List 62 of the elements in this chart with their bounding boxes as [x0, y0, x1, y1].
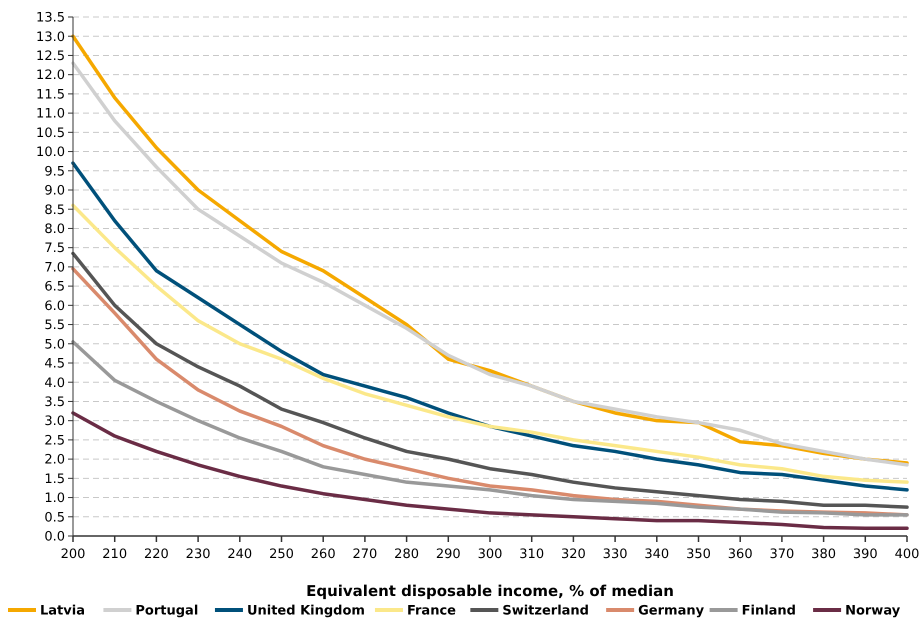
x-tick-label: 280 [394, 547, 420, 562]
x-tick-label: 360 [728, 547, 753, 562]
y-tick-label: 10.5 [36, 126, 65, 141]
line-series [71, 161, 909, 492]
y-tick-label: 0.0 [44, 530, 65, 545]
y-tick-label: 13.0 [36, 30, 65, 45]
y-tick-label: 12.0 [36, 68, 65, 84]
x-tick-label: 330 [602, 547, 628, 562]
y-tick-label: 6.0 [44, 298, 65, 314]
y-tick-label: 3.0 [44, 414, 65, 430]
y-tick-label: 10.0 [36, 145, 65, 160]
x-tick-label: 320 [560, 547, 586, 562]
y-tick-label: 0.5 [44, 510, 65, 526]
y-tick-label: 2.0 [44, 452, 65, 468]
legend-label: Portugal [135, 604, 198, 619]
y-tick-label: 2.5 [44, 433, 65, 448]
x-tick-label: 290 [436, 547, 461, 562]
y-tick-label: 11.5 [36, 87, 65, 102]
x-tick-label: 200 [60, 547, 86, 562]
y-tick-label: 3.5 [44, 394, 65, 410]
y-tick-label: 1.5 [44, 472, 65, 487]
y-tick-label: 9.5 [44, 164, 65, 180]
x-tick-label: 350 [686, 547, 711, 562]
legend-label: Finland [742, 604, 796, 619]
y-tick-label: 7.5 [44, 241, 65, 256]
x-axis-title: Equivalent disposable income, % of median [306, 582, 674, 600]
line-series [71, 411, 909, 530]
x-tick-label: 310 [519, 547, 544, 562]
legend-label: France [406, 604, 456, 619]
y-tick-label: 12.5 [36, 48, 65, 64]
x-tick-label: 370 [769, 547, 794, 562]
x-tick-label: 220 [144, 547, 169, 562]
y-tick-label: 5.5 [44, 318, 65, 334]
y-tick-label: 8.0 [44, 222, 65, 237]
y-tick-label: 8.5 [44, 202, 65, 218]
y-tick-label: 4.5 [44, 356, 65, 372]
x-tick-label: 250 [269, 547, 294, 562]
x-tick-label: 230 [186, 547, 211, 562]
legend-label: United Kingdom [246, 604, 365, 619]
x-tick-label: 390 [852, 547, 878, 562]
y-tick-label: 13.5 [36, 10, 65, 26]
y-tick-label: 9.0 [44, 184, 65, 199]
y-tick-label: 4.0 [44, 376, 65, 391]
y-tick-label: 11.0 [36, 106, 65, 122]
legend-label: Switzerland [502, 604, 589, 619]
x-tick-label: 340 [644, 547, 670, 562]
y-tick-label: 7.0 [44, 260, 65, 276]
y-tick-label: 6.5 [44, 280, 65, 295]
x-tick-label: 210 [102, 547, 128, 562]
legend-label: Germany [638, 604, 705, 619]
x-tick-label: 380 [811, 547, 836, 562]
x-tick-label: 270 [352, 547, 378, 562]
x-tick-label: 260 [310, 547, 336, 562]
y-tick-label: 5.0 [44, 337, 65, 352]
x-tick-label: 240 [227, 547, 252, 562]
x-tick-label: 300 [478, 547, 502, 562]
legend-label: Latvia [40, 604, 85, 619]
legend-label: Norway [845, 604, 901, 619]
y-tick-label: 1.0 [44, 491, 65, 506]
line-series [71, 204, 909, 484]
x-tick-label: 400 [894, 547, 920, 562]
line-series [71, 340, 909, 517]
